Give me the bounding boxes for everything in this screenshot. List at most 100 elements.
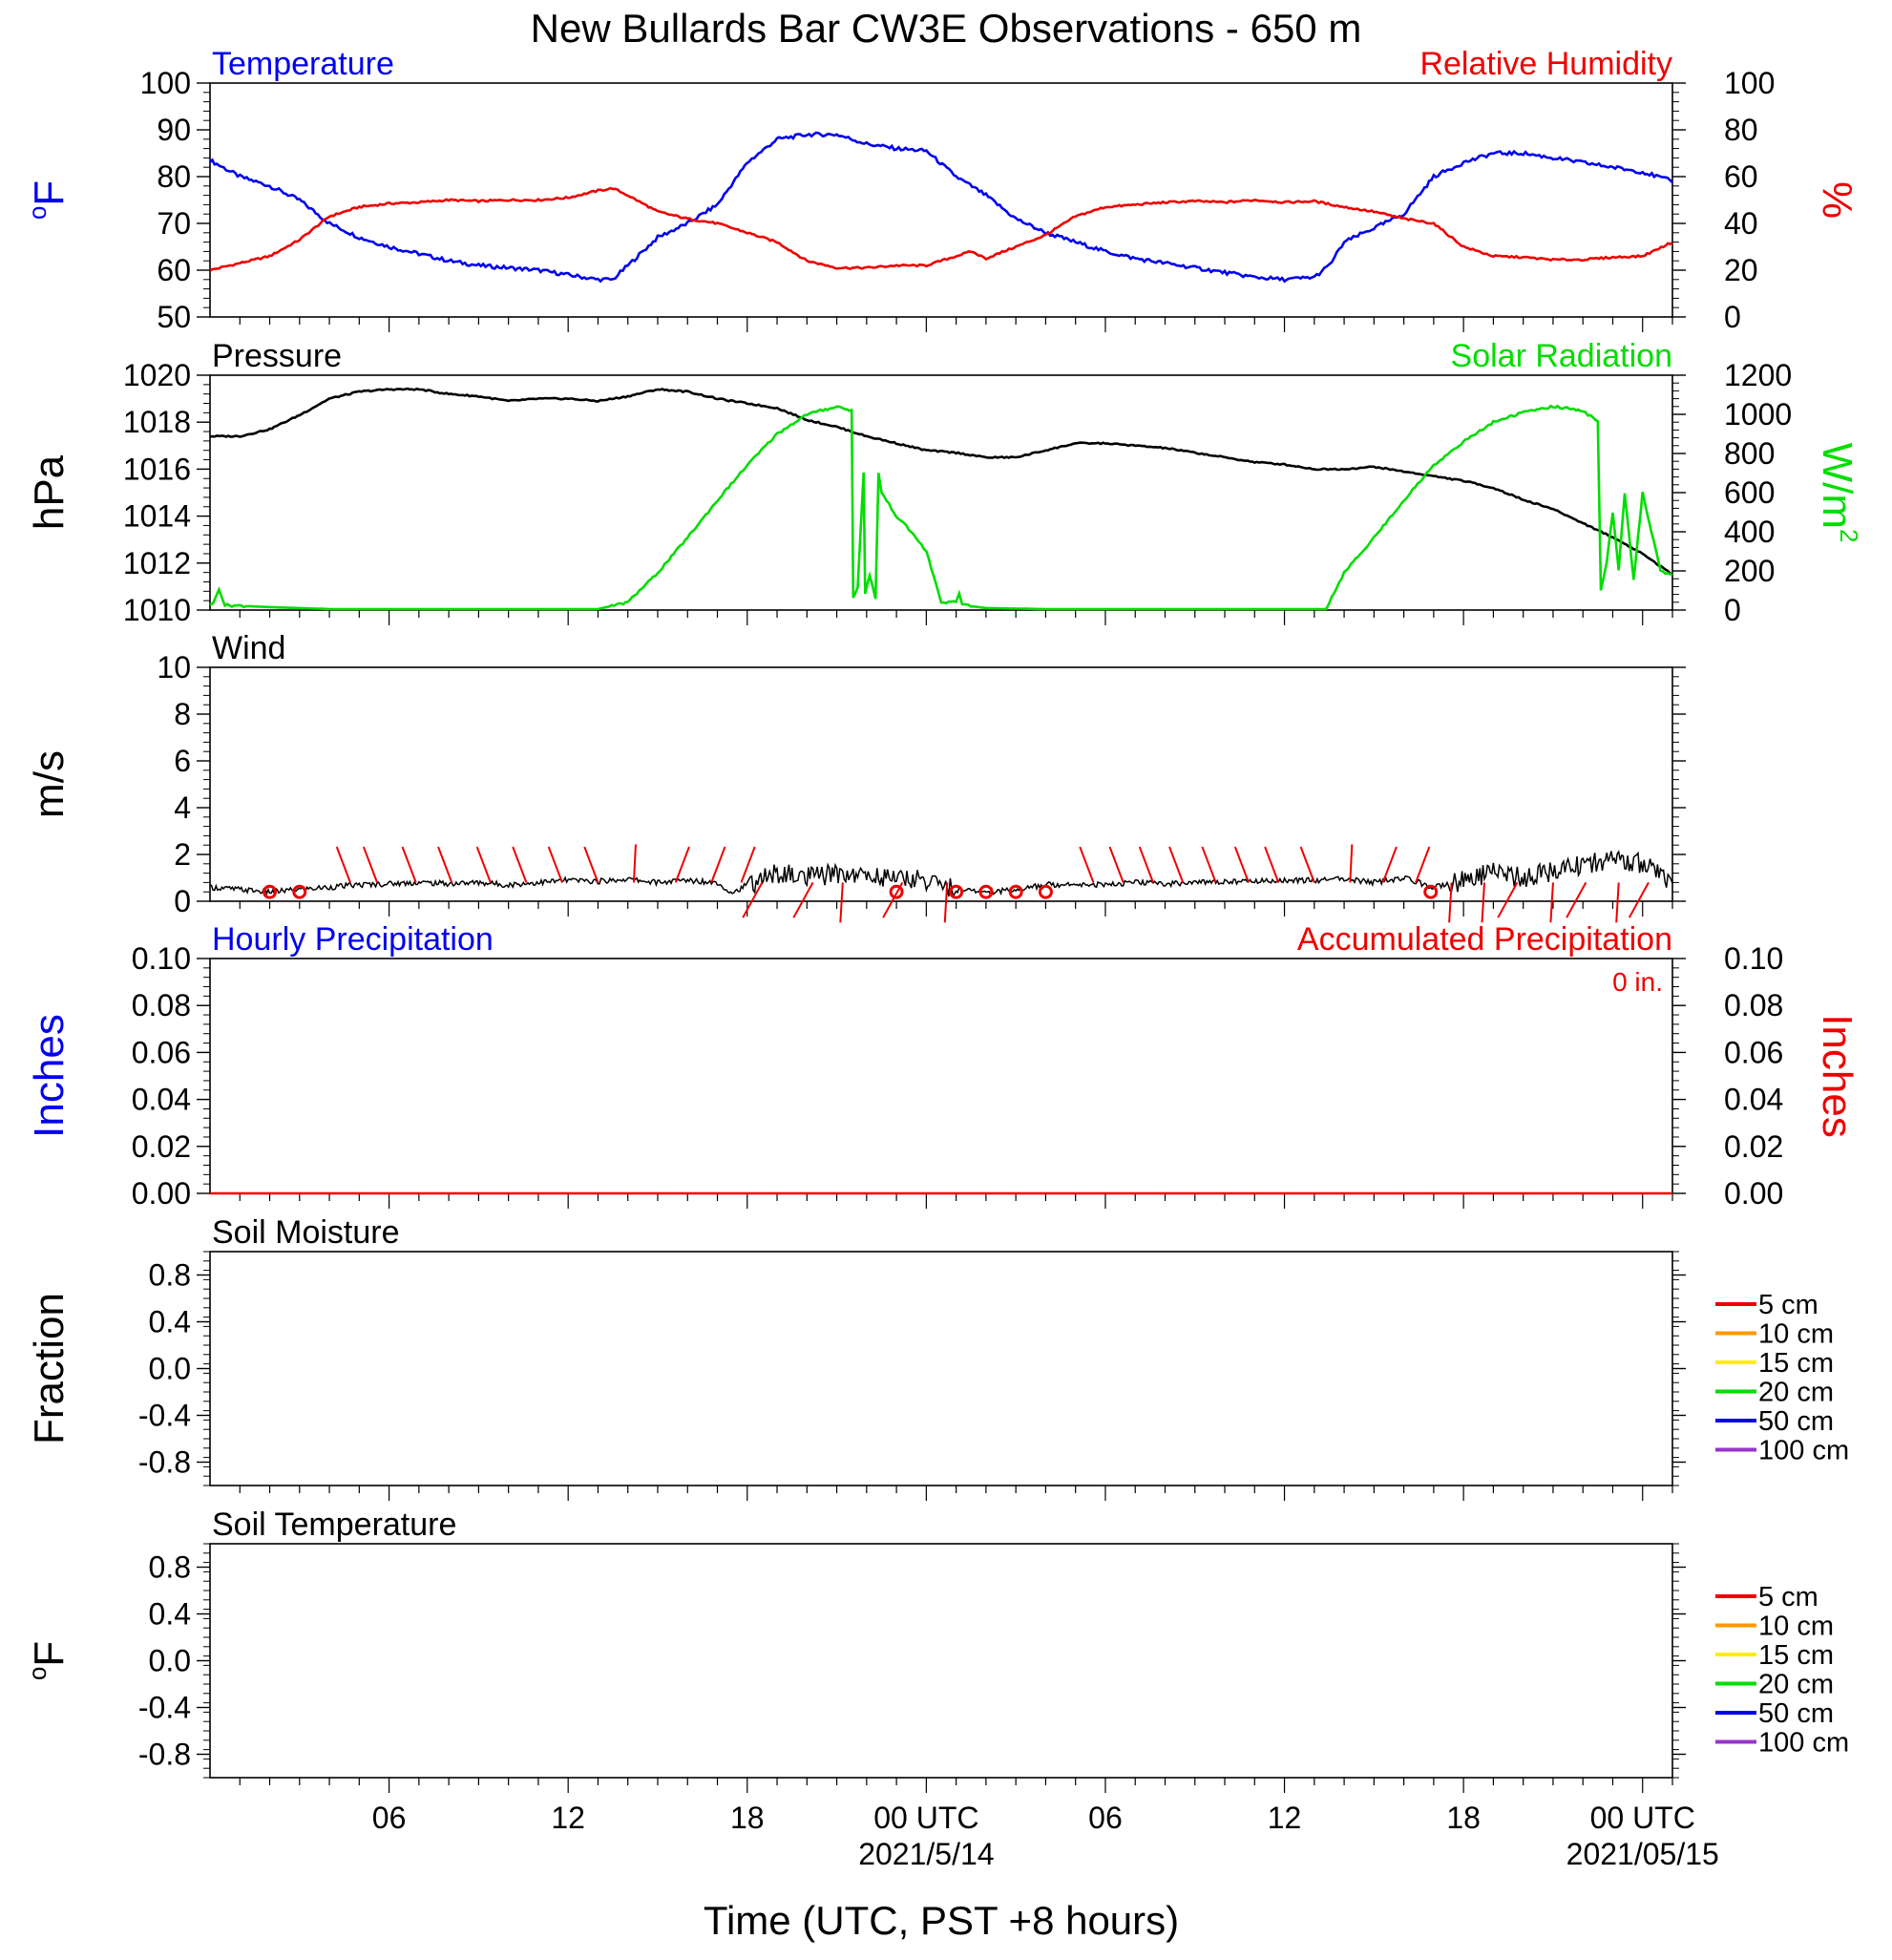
y-right-tick-label: 800	[1724, 436, 1775, 471]
y-tick-label: 90	[157, 113, 191, 147]
panel-title-left: Soil Temperature	[212, 1507, 456, 1543]
legend-label: 10 cm	[1758, 1319, 1834, 1350]
y-tick-label: 4	[174, 790, 191, 825]
legend-label: 50 cm	[1758, 1406, 1834, 1437]
x-axis-title: Time (UTC, PST +8 hours)	[704, 1898, 1179, 1943]
y-tick-label: 1012	[123, 546, 191, 580]
y-tick-label: 1018	[123, 405, 191, 439]
y-right-tick-label: 20	[1724, 253, 1758, 287]
legend-label: 100 cm	[1758, 1436, 1849, 1466]
wind-barb	[1108, 846, 1125, 883]
wind-barb	[1299, 846, 1315, 883]
panel-temperature: 50 60 70 80 90 100 0 20 40 60 80 100 Temperature Rela…	[23, 46, 1860, 334]
wind-barb	[1415, 846, 1431, 883]
y-right-tick-label: 200	[1724, 554, 1775, 588]
y-tick-label: 0.04	[132, 1083, 191, 1117]
y-right-axis-label: %	[1814, 181, 1860, 219]
series-line	[209, 404, 1673, 611]
y-right-tick-label: 1000	[1724, 397, 1792, 432]
x-tick-label: 06	[1088, 1801, 1123, 1835]
y-right-tick-label: 0.00	[1724, 1176, 1783, 1211]
y-right-tick-label: 0	[1724, 300, 1741, 334]
wind-barb	[437, 846, 453, 883]
plot-frame	[209, 82, 1673, 318]
wind-barb	[740, 846, 756, 883]
wind-barb	[1138, 846, 1154, 883]
y-tick-label: -0.8	[138, 1738, 191, 1772]
series-line	[209, 850, 1673, 899]
x-tick-label: 18	[1446, 1801, 1481, 1835]
wind-barb	[1481, 882, 1486, 923]
legend-label: 20 cm	[1758, 1378, 1834, 1408]
legend-label: 50 cm	[1758, 1698, 1834, 1729]
panel-title-left: Temperature	[212, 46, 394, 82]
series-line	[209, 131, 1673, 284]
y-right-tick-label: 0.02	[1724, 1129, 1783, 1164]
wind-barb	[335, 846, 351, 883]
wind-barb	[1497, 881, 1519, 918]
figure-title: New Bullards Bar CW3E Observations - 650…	[531, 6, 1362, 51]
y-tick-label: -0.4	[138, 1691, 191, 1725]
panel-hourly-precipitation: 0.00 0.02 0.04 0.06 0.08 0.10 0.00 0.02 0.04 0.06…	[26, 921, 1860, 1211]
wind-barb	[839, 882, 844, 923]
x-tick-label: 12	[1268, 1801, 1302, 1835]
y-tick-label: 80	[157, 159, 191, 194]
legend-label: 100 cm	[1758, 1728, 1849, 1759]
y-axis-label: hPa	[26, 454, 73, 530]
wind-calm-marker	[1008, 884, 1023, 899]
y-tick-label: 0.4	[149, 1597, 191, 1632]
series-line	[209, 186, 1673, 272]
y-right-axis-label: W/m2	[1814, 443, 1863, 543]
wind-barb	[632, 844, 637, 883]
y-axis-label: oF	[23, 180, 73, 220]
wind-barb	[362, 846, 379, 883]
x-tick-label: 00 UTC	[1590, 1801, 1695, 1835]
x-date-label: 2021/5/14	[858, 1837, 994, 1871]
y-right-tick-label: 0.06	[1724, 1035, 1783, 1069]
y-right-tick-label: 0.10	[1724, 941, 1783, 976]
x-tick-label: 06	[372, 1801, 407, 1835]
x-tick-label: 18	[730, 1801, 765, 1835]
y-tick-label: -0.8	[138, 1445, 191, 1480]
x-tick-label: 12	[551, 1801, 585, 1835]
panel-title-right: Relative Humidity	[1419, 46, 1672, 82]
legend-label: 10 cm	[1758, 1612, 1834, 1642]
accumulated-value-annotation: 0 in.	[1612, 967, 1663, 997]
y-tick-label: 0.06	[132, 1035, 191, 1069]
y-right-axis-label: Inches	[1814, 1014, 1860, 1138]
legend-label: 5 cm	[1758, 1582, 1818, 1612]
wind-calm-marker	[292, 884, 307, 899]
panel-title-left: Pressure	[212, 338, 342, 374]
y-right-tick-label: 1200	[1724, 358, 1792, 392]
wind-calm-marker	[978, 884, 994, 899]
y-tick-label: 70	[157, 206, 191, 241]
wind-barb	[882, 881, 904, 918]
wind-barb	[1264, 846, 1280, 883]
wind-barb	[710, 846, 726, 883]
y-tick-label: 100	[140, 66, 191, 100]
wind-barb	[742, 881, 764, 918]
y-tick-label: 10	[157, 650, 191, 685]
wind-calm-marker	[949, 884, 964, 899]
y-tick-label: 0.00	[132, 1176, 191, 1211]
y-tick-label: 0.4	[149, 1305, 191, 1339]
x-date-label: 2021/05/15	[1566, 1837, 1719, 1871]
y-tick-label: 1016	[123, 452, 191, 486]
legend-label: 15 cm	[1758, 1640, 1834, 1671]
panel-title-right: Solar Radiation	[1451, 338, 1672, 374]
wind-barb	[1079, 846, 1095, 883]
wind-barb	[547, 846, 563, 883]
plot-frame	[209, 666, 1673, 902]
y-right-tick-label: 400	[1724, 515, 1775, 549]
y-right-tick-label: 0.08	[1724, 988, 1783, 1022]
y-tick-label: 0.8	[149, 1258, 191, 1293]
wind-calm-marker	[889, 884, 904, 899]
series-line	[209, 387, 1673, 577]
y-tick-label: 60	[157, 253, 191, 287]
y-right-tick-label: 0.04	[1724, 1083, 1783, 1117]
panel-title-right: Accumulated Precipitation	[1297, 921, 1672, 958]
panel-title-left: Hourly Precipitation	[212, 921, 494, 958]
